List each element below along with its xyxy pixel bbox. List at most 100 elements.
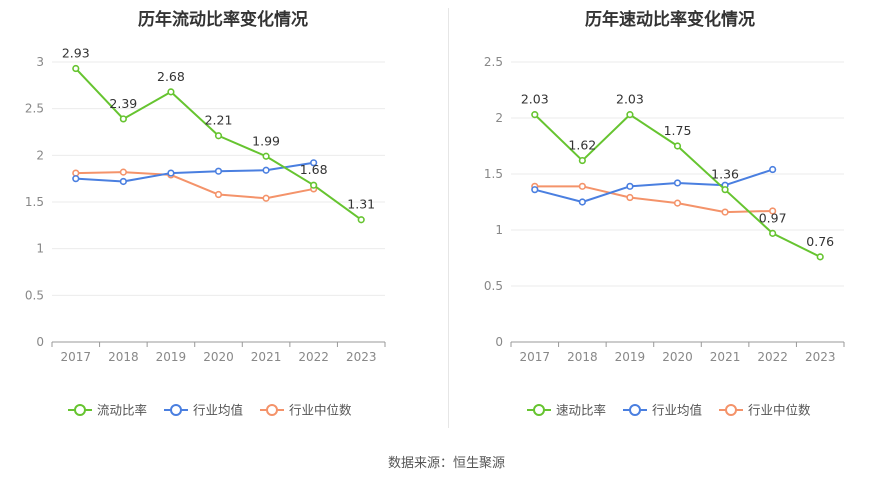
x-tick-label: 2017 [520,350,551,364]
series-line [534,168,773,203]
data-point [673,179,682,187]
legend-marker [74,404,86,416]
data-point [72,169,80,177]
legend-label: 流动比率 [97,403,147,418]
chart-title: 历年流动比率变化情况 [138,10,308,30]
data-label: 2.39 [109,96,137,111]
y-tick-label: 2.5 [484,55,503,69]
y-tick-label: 2.5 [25,102,44,116]
x-tick-label: 2021 [710,350,741,364]
data-label: 0.76 [806,234,834,249]
data-point [673,199,682,207]
legend-label: 行业均值 [193,403,243,418]
legend-marker [266,404,278,416]
data-point [119,115,127,123]
legend-marker [629,404,641,416]
x-tick-label: 2017 [61,350,92,364]
panel-divider [448,8,449,428]
y-tick-label: 0 [36,335,44,349]
x-tick-label: 2019 [615,350,646,364]
legend-label: 行业中位数 [748,403,811,418]
y-tick-label: 2 [495,111,503,125]
data-point [769,165,777,174]
data-point [816,253,824,261]
data-label: 1.99 [252,133,280,148]
data-point [214,190,223,199]
data-label: 2.93 [62,46,90,61]
data-point [262,194,270,202]
y-tick-label: 1.5 [25,195,44,209]
data-point [357,216,365,224]
data-label: 2.03 [521,92,549,107]
legend-label: 速动比率 [556,403,606,418]
quick-ratio-chart: 0 0.5 1 1.5 2 2.5 2017 2018 2019 2020 2021 2022 2023… [484,55,845,418]
data-point [673,142,682,150]
data-point [119,168,127,176]
data-point [769,207,777,215]
x-tick-label: 2021 [251,350,282,364]
data-point [214,132,223,140]
y-tick-label: 0.5 [484,279,503,293]
data-label: 2.21 [205,113,233,128]
data-point [310,181,318,189]
data-label: 1.31 [347,197,375,212]
series-line [75,171,314,200]
x-tick-label: 2023 [805,350,836,364]
data-label: 1.75 [664,123,692,138]
data-point [262,166,270,174]
data-label: 2.68 [157,69,185,84]
data-point [167,169,175,177]
data-label: 0.97 [759,210,787,225]
data-point [626,182,634,190]
y-tick-label: 0 [495,335,503,349]
data-point [119,177,127,186]
data-point [167,88,175,96]
data-source-note: 数据来源：恒生聚源 [387,456,505,471]
legend-marker [725,404,737,416]
legend-label: 行业均值 [652,403,702,418]
legend-marker [533,404,545,416]
data-point [72,64,80,73]
data-label: 2.03 [616,92,644,107]
data-point [721,208,729,216]
x-tick-label: 2020 [203,350,234,364]
data-point [578,198,586,206]
y-tick-label: 1.5 [484,167,503,181]
x-tick-label: 2018 [108,350,139,364]
data-point [626,111,634,119]
y-tick-label: 0.5 [25,288,44,302]
x-tick-label: 2022 [757,350,788,364]
legend-label: 行业中位数 [289,403,352,418]
y-tick-label: 3 [36,55,44,69]
data-point [262,152,270,160]
data-point [721,186,729,194]
x-tick-label: 2018 [567,350,598,364]
current-ratio-chart: 0 0.5 1 1.5 2 2.5 3 2017 2018 2019 2020 2021 2022 202… [25,46,386,418]
y-tick-label: 2 [36,148,44,162]
y-tick-label: 1 [36,242,44,256]
data-point [72,175,80,183]
data-point [310,159,318,167]
series-line [75,161,314,183]
legend-marker [170,404,182,416]
series-line [534,185,773,214]
data-point [626,193,634,202]
data-label: 1.62 [568,138,596,153]
y-tick-label: 1 [495,223,503,237]
data-point [531,186,539,194]
x-tick-label: 2022 [298,350,329,364]
x-tick-label: 2020 [662,350,693,364]
data-point [531,111,539,119]
data-point [578,156,586,165]
x-tick-label: 2019 [156,350,187,364]
quick-ratio-panel: 历年速动比率变化情况 0 0.5 1 1.5 2 2.5 2017 2018 2019 2020 2… [447,0,893,440]
data-point [214,167,223,175]
data-point [769,229,777,237]
chart-title: 历年速动比率变化情况 [585,10,755,30]
x-tick-label: 2023 [346,350,377,364]
data-point [578,182,586,190]
current-ratio-panel: 历年流动比率变化情况 0 0.5 1 1.5 2 2.5 3 2017 2018 2019 2020… [0,0,446,440]
data-label: 1.36 [711,167,739,182]
data-label: 1.68 [300,162,328,177]
